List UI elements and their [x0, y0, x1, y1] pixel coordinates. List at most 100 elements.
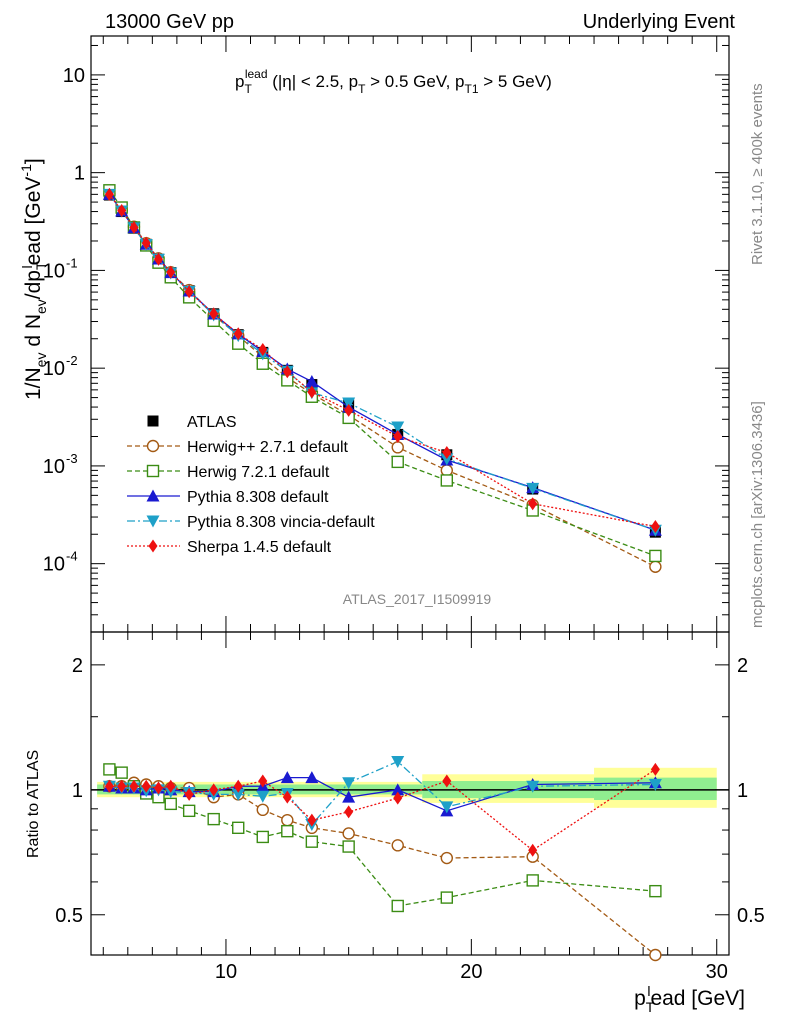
data-point [141, 236, 151, 250]
data-point [153, 252, 163, 266]
data-point [233, 327, 243, 341]
legend-label-sherpa: Sherpa 1.4.5 default [187, 539, 332, 556]
legend-marker [147, 415, 159, 427]
ratio-point [103, 763, 116, 776]
legend: ATLAS Herwig++ 2.7.1 default Herwig 7.2.… [127, 414, 375, 556]
series-5 [104, 187, 660, 534]
x-tick-label: 30 [706, 961, 728, 983]
series-3 [102, 187, 662, 536]
series-line [108, 193, 656, 568]
ratio-point [342, 840, 355, 853]
ratio-y-tick-label: 1 [737, 780, 748, 802]
ratio-point [115, 766, 128, 779]
data-point [391, 441, 404, 454]
ratio-point [344, 805, 354, 819]
ratio-ylabel: Ratio to ATLAS [25, 750, 42, 858]
data-point [440, 474, 454, 487]
ratio-point [153, 781, 163, 795]
legend-label-vincia: Pythia 8.308 vincia-default [187, 514, 375, 531]
ratio-point [207, 812, 220, 826]
ratio-point [440, 801, 454, 814]
ratio-point [528, 843, 538, 857]
legend-marker [148, 539, 158, 553]
data-point [391, 455, 404, 469]
data-layer [102, 184, 662, 962]
data-point [166, 265, 176, 279]
data-point [649, 560, 662, 573]
series-line [108, 193, 656, 531]
ratio-point [391, 783, 405, 796]
ratio-point [305, 771, 319, 784]
y-tick-label-exp: -2 [66, 353, 78, 368]
legend-marker [146, 515, 160, 528]
data-point [258, 343, 268, 357]
y-tick-label-exp: -4 [66, 549, 78, 564]
ratio-point [649, 948, 662, 962]
ratio-point [166, 779, 176, 793]
data-point [307, 385, 317, 399]
header-right: Underlying Event [583, 11, 736, 33]
data-point [649, 549, 662, 563]
ratio-point [182, 804, 196, 818]
data-point [393, 429, 403, 443]
data-point [129, 220, 139, 234]
ratio-point [442, 774, 452, 788]
y-tick-label: 10 [63, 65, 85, 87]
ratio-point [280, 771, 294, 784]
ratio-y-tick-label: 2 [72, 655, 83, 677]
data-point [209, 307, 219, 321]
ratio-point [393, 791, 403, 805]
ratio-point [104, 779, 114, 793]
ratio-point [342, 827, 355, 840]
y-tick-label-exp: -3 [66, 451, 78, 466]
y-tick-label: 10 [43, 260, 65, 282]
ratio-point [281, 824, 294, 838]
ratio-point [305, 835, 319, 848]
ratio-point [282, 790, 292, 804]
ratio-point [391, 756, 405, 769]
ratio-point [440, 891, 454, 904]
y-tick-label: 10 [43, 358, 65, 380]
data-point [526, 482, 540, 495]
ratio-point [141, 779, 151, 793]
analysis-watermark: ATLAS_2017_I1509919 [343, 591, 492, 607]
ratio-point [648, 778, 662, 791]
ratio-y-tick-label: 2 [737, 655, 748, 677]
legend-label-atlas: ATLAS [187, 414, 237, 431]
ratio-point [307, 813, 317, 827]
ratio-point [209, 783, 219, 797]
ratio-point [232, 821, 245, 835]
data-point [440, 453, 454, 466]
y-tick-label-exp: -1 [66, 255, 78, 270]
ratio-point [256, 803, 269, 817]
ratio-point [440, 851, 454, 865]
ratio-point [526, 780, 540, 793]
ratio-point [281, 813, 294, 827]
legend-marker [146, 489, 160, 502]
ratio-point [649, 884, 662, 898]
ratio-y-tick-label: 0.5 [55, 905, 83, 927]
data-point [344, 403, 354, 417]
legend-marker [146, 439, 160, 453]
data-point [282, 365, 292, 379]
header-left: 13000 GeV pp [105, 11, 234, 33]
ratio-point [256, 790, 270, 803]
mcplots-label: mcplots.cern.ch [arXiv:1306.3436] [749, 401, 766, 628]
ratio-point [258, 774, 268, 788]
series-4 [102, 188, 662, 537]
data-point [117, 204, 127, 218]
ratio-y-tick-label: 0.5 [737, 905, 765, 927]
data-point [391, 421, 405, 434]
top-ylabel: 1/Nev d Nev/dpTlead [GeV-1] [18, 158, 49, 400]
data-point [184, 285, 194, 299]
y-tick-label: 1 [74, 163, 85, 185]
ratio-point [256, 830, 269, 844]
legend-label-herwig7: Herwig 7.2.1 default [187, 464, 330, 481]
ratio-point [391, 899, 404, 913]
legend-marker [146, 464, 160, 478]
data-point [342, 397, 356, 410]
x-tick-label: 20 [460, 961, 482, 983]
data-point [528, 497, 538, 511]
